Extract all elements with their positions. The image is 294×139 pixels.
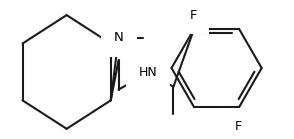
- Text: HN: HN: [138, 66, 157, 79]
- Text: F: F: [235, 120, 242, 133]
- Text: N: N: [114, 31, 123, 44]
- Text: F: F: [190, 9, 197, 22]
